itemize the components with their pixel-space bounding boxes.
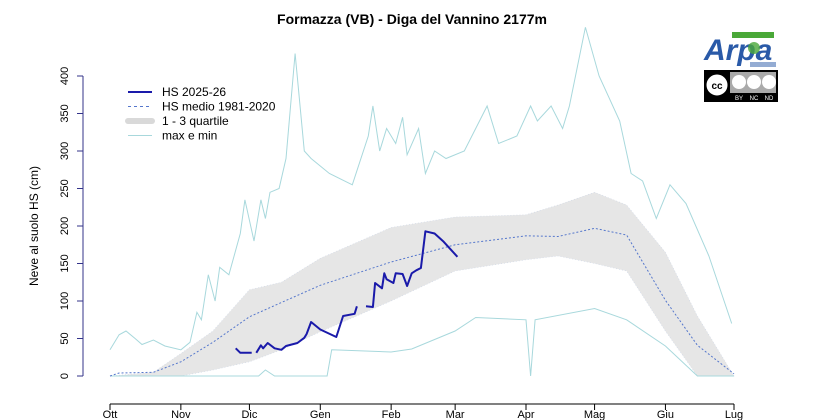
logo-text: Arpa — [703, 34, 772, 67]
quartile-band — [109, 191, 735, 377]
y-tick-label: 250 — [59, 179, 71, 197]
plot-area — [109, 27, 735, 377]
y-axis: 0 50 100 150 200 250 300 350 400 — [59, 67, 84, 379]
x-tick-label: Mag — [584, 409, 605, 420]
logo-subtitle — [750, 62, 776, 67]
svg-text:cc: cc — [711, 81, 723, 92]
x-tick-label: Apr — [517, 409, 534, 420]
hs-2025-26-line — [235, 230, 459, 354]
license-term: ND — [765, 96, 774, 102]
arpa-logo: Arpa cc BY NC ND — [703, 32, 778, 102]
y-axis-label: Neve al suolo HS (cm) — [27, 166, 41, 286]
y-tick-label: 400 — [59, 67, 71, 85]
license-term: NC — [750, 96, 759, 102]
legend-label: HS medio 1981-2020 — [162, 100, 276, 114]
max-line — [109, 27, 733, 351]
license-term: BY — [735, 96, 743, 102]
y-tick-label: 350 — [59, 104, 71, 122]
min-line — [110, 307, 734, 377]
x-tick-label: Mar — [446, 409, 465, 420]
x-tick-label: Ott — [103, 409, 118, 420]
x-tick-label: Dic — [241, 409, 257, 420]
y-tick-label: 200 — [59, 217, 71, 235]
logo-hand-icon — [748, 42, 760, 54]
logo-banner — [732, 32, 774, 38]
x-axis: Ott Nov Dic Gen Feb Mar Apr Mag Giu Lug — [103, 403, 743, 420]
y-tick-label: 50 — [59, 332, 71, 344]
x-tick-label: Feb — [382, 409, 401, 420]
legend-label: HS 2025-26 — [162, 85, 226, 99]
cc-license-badge: cc BY NC ND — [704, 70, 778, 102]
mean-line — [109, 227, 735, 377]
x-tick-label: Giu — [657, 409, 674, 420]
y-tick-label: 150 — [59, 254, 71, 272]
legend-label: 1 - 3 quartile — [162, 114, 229, 128]
x-tick-label: Nov — [171, 409, 191, 420]
y-tick-label: 300 — [59, 142, 71, 160]
x-tick-label: Lug — [725, 409, 743, 420]
y-tick-label: 100 — [59, 292, 71, 310]
x-tick-label: Gen — [310, 409, 331, 420]
y-tick-label: 0 — [59, 373, 71, 379]
legend-label: max e min — [162, 129, 217, 143]
chart-title: Formazza (VB) - Diga del Vannino 2177m — [277, 11, 547, 27]
